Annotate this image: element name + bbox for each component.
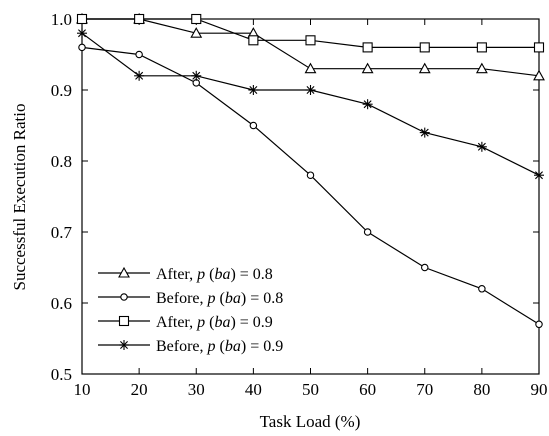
square-marker bbox=[362, 42, 373, 53]
square-marker bbox=[248, 35, 259, 46]
y-tick-label: 0.5 bbox=[51, 365, 72, 384]
legend: After, p (ba) = 0.8 Before, p (ba) = 0.8 A… bbox=[98, 266, 283, 355]
triangle-marker bbox=[190, 27, 203, 38]
y-tick-label: 0.9 bbox=[51, 81, 72, 100]
legend-item: Before, p (ba) = 0.8 bbox=[98, 290, 283, 307]
triangle-marker bbox=[361, 62, 374, 74]
legend-label: After, p (ba) = 0.9 bbox=[156, 314, 273, 331]
asterisk-marker bbox=[191, 70, 202, 81]
square-marker bbox=[476, 42, 487, 53]
y-tick-label: 0.8 bbox=[51, 152, 72, 171]
circle-marker bbox=[306, 171, 315, 179]
triangle-marker bbox=[533, 69, 545, 81]
circle-marker bbox=[120, 293, 128, 301]
x-tick-label: 80 bbox=[473, 380, 490, 399]
legend-label: Before, p (ba) = 0.9 bbox=[156, 338, 283, 355]
square-marker bbox=[305, 35, 316, 46]
x-tick-labels: 10 20 30 40 50 60 70 80 90 bbox=[74, 380, 548, 399]
asterisk-marker bbox=[476, 141, 487, 152]
series-square bbox=[76, 13, 545, 53]
series-circle bbox=[78, 43, 543, 329]
asterisk-marker bbox=[248, 85, 259, 95]
circle-marker bbox=[363, 228, 372, 236]
circle-marker bbox=[135, 50, 143, 59]
asterisk-marker bbox=[419, 127, 430, 138]
legend-item: After, p (ba) = 0.9 bbox=[98, 314, 273, 331]
y-axis-title: Successful Execution Ratio bbox=[10, 104, 29, 291]
legend-item: Before, p (ba) = 0.9 bbox=[98, 338, 283, 355]
x-tick-label: 50 bbox=[302, 380, 319, 399]
x-axis-title: Task Load (%) bbox=[260, 412, 361, 431]
asterisk-marker bbox=[119, 340, 129, 350]
triangle-marker bbox=[304, 62, 317, 74]
series-line bbox=[81, 32, 540, 176]
y-tick-label: 0.7 bbox=[51, 223, 73, 242]
triangle-marker bbox=[418, 62, 431, 74]
x-tick-label: 40 bbox=[245, 380, 262, 399]
x-tick-label: 90 bbox=[531, 380, 548, 399]
legend-item: After, p (ba) = 0.8 bbox=[98, 266, 273, 283]
circle-marker bbox=[249, 121, 258, 130]
series-asterisk bbox=[77, 28, 544, 181]
circle-marker bbox=[78, 43, 86, 52]
y-tick-label: 1.0 bbox=[51, 10, 72, 29]
square-marker bbox=[134, 13, 145, 25]
x-tick-label: 70 bbox=[416, 380, 433, 399]
asterisk-marker bbox=[305, 85, 316, 95]
asterisk-marker bbox=[77, 28, 87, 39]
square-marker bbox=[419, 42, 430, 53]
x-tick-label: 20 bbox=[131, 380, 148, 399]
legend-label: Before, p (ba) = 0.8 bbox=[156, 290, 283, 307]
asterisk-marker bbox=[362, 99, 373, 110]
y-tick-labels: 0.5 0.6 0.7 0.8 0.9 1.0 bbox=[51, 10, 73, 384]
x-tick-label: 60 bbox=[359, 380, 376, 399]
circle-marker bbox=[420, 263, 429, 272]
circle-marker bbox=[535, 320, 543, 329]
square-marker bbox=[76, 13, 88, 25]
x-tick-label: 30 bbox=[188, 380, 205, 399]
series-layer bbox=[76, 12, 545, 329]
legend-label: After, p (ba) = 0.8 bbox=[156, 266, 273, 283]
square-marker bbox=[533, 42, 545, 53]
series-triangle bbox=[76, 12, 545, 81]
square-marker bbox=[118, 315, 130, 327]
asterisk-marker bbox=[134, 70, 145, 81]
square-marker bbox=[191, 13, 202, 25]
triangle-marker bbox=[475, 62, 488, 74]
y-tick-label: 0.6 bbox=[51, 294, 72, 313]
x-tick-label: 10 bbox=[74, 380, 91, 399]
asterisk-marker bbox=[534, 170, 544, 181]
triangle-marker bbox=[118, 266, 130, 278]
circle-marker bbox=[478, 285, 486, 293]
